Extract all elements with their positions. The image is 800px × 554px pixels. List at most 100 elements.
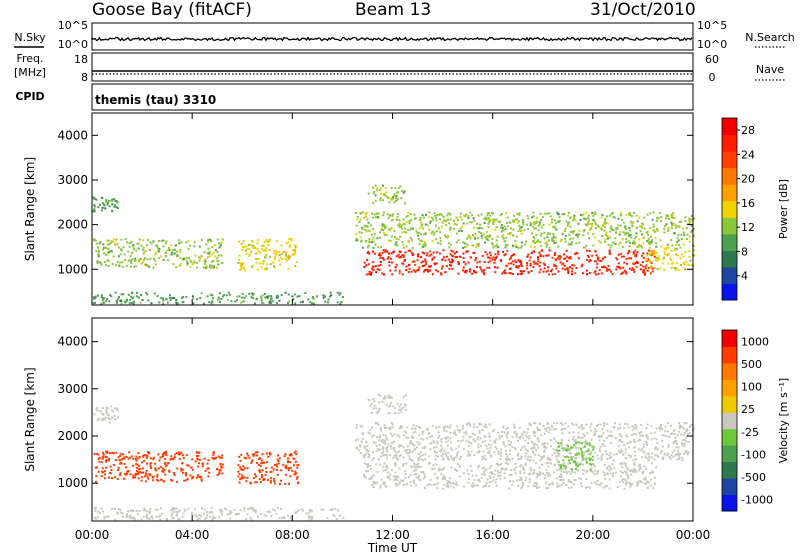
echo-cell <box>531 441 534 444</box>
echo-cell <box>97 206 100 209</box>
echo-cell <box>666 454 669 457</box>
echo-cell <box>508 272 511 275</box>
nave-tick: 0 <box>709 71 716 84</box>
echo-cell <box>455 456 458 459</box>
echo-cell <box>376 436 378 439</box>
echo-cell <box>221 238 224 241</box>
echo-cell <box>390 447 393 450</box>
echo-cell <box>665 246 668 249</box>
echo-cell <box>627 475 630 478</box>
echo-cell <box>571 468 574 471</box>
echo-cell <box>99 410 102 413</box>
echo-cell <box>401 273 404 276</box>
echo-cell <box>673 223 676 226</box>
echo-cell <box>384 191 387 194</box>
echo-cell <box>523 469 526 472</box>
echo-cell <box>374 265 377 268</box>
echo-cell <box>108 417 110 419</box>
echo-cell <box>634 423 637 426</box>
echo-cell <box>179 251 182 254</box>
echo-cell <box>124 473 127 476</box>
echo-cell <box>494 220 497 223</box>
echo-cell <box>559 474 562 477</box>
echo-cell <box>682 434 685 437</box>
echo-cell <box>394 455 397 458</box>
echo-cell <box>370 477 373 480</box>
echo-cell <box>439 218 441 221</box>
echo-cell <box>158 248 161 250</box>
echo-cell <box>113 205 116 208</box>
echo-cell <box>508 487 511 490</box>
echo-cell <box>556 452 559 455</box>
echo-cell <box>556 477 558 480</box>
echo-cell <box>109 465 112 468</box>
echo-cell <box>185 474 188 477</box>
echo-cell <box>101 407 104 410</box>
echo-cell <box>355 232 358 235</box>
echo-cell <box>187 248 190 251</box>
echo-cell <box>632 251 635 254</box>
echo-cell <box>468 436 471 439</box>
echo-cell <box>291 469 294 472</box>
echo-cell <box>504 449 507 452</box>
echo-cell <box>508 474 511 477</box>
echo-cell <box>171 512 174 515</box>
echo-cell <box>652 437 655 440</box>
echo-cell <box>403 483 406 486</box>
echo-cell <box>631 434 633 436</box>
echo-cell <box>473 479 476 481</box>
echo-cell <box>369 404 372 407</box>
echo-cell <box>390 198 393 201</box>
echo-cell <box>521 272 524 275</box>
echo-cell <box>595 482 598 485</box>
echo-cell <box>398 224 401 227</box>
echo-cell <box>374 243 377 246</box>
echo-cell <box>649 272 652 275</box>
echo-cell <box>668 456 671 459</box>
echo-cell <box>400 197 403 200</box>
echo-cell <box>493 440 496 443</box>
echo-cell <box>551 221 553 224</box>
colorbar-segment <box>722 266 737 284</box>
echo-cell <box>545 270 548 273</box>
echo-cell <box>569 480 572 483</box>
echo-cell <box>388 412 391 414</box>
echo-cell <box>446 214 449 217</box>
echo-cell <box>547 465 550 468</box>
echo-cell <box>365 441 368 444</box>
echo-cell <box>161 297 164 300</box>
echo-cell <box>442 249 445 252</box>
echo-cell <box>419 216 422 219</box>
echo-cell <box>282 251 285 253</box>
echo-cell <box>557 255 560 258</box>
echo-cell <box>449 424 452 427</box>
echo-cell <box>105 411 108 413</box>
echo-cell <box>165 298 168 301</box>
echo-cell <box>684 451 687 454</box>
echo-cell <box>404 473 407 476</box>
echo-cell <box>554 236 557 239</box>
echo-cell <box>542 424 545 427</box>
nsearch-label: N.Search <box>745 31 795 44</box>
echo-cell <box>127 250 130 253</box>
echo-cell <box>577 222 580 225</box>
echo-cell <box>528 478 531 481</box>
echo-cell <box>623 487 626 490</box>
echo-cell <box>291 253 294 256</box>
echo-cell <box>237 470 240 473</box>
echo-cell <box>403 231 406 233</box>
echo-cell <box>655 466 658 469</box>
echo-cell <box>102 301 105 304</box>
echo-cell <box>488 467 491 469</box>
echo-cell <box>620 475 622 478</box>
echo-cell <box>639 480 642 483</box>
echo-cell <box>256 239 259 242</box>
echo-cell <box>557 442 560 445</box>
colorbar-segment <box>722 134 737 152</box>
echo-cell <box>390 235 393 238</box>
echo-cell <box>140 471 142 474</box>
echo-cell <box>538 423 541 426</box>
echo-cell <box>484 241 487 244</box>
echo-cell <box>531 446 534 449</box>
echo-cell <box>598 448 601 451</box>
